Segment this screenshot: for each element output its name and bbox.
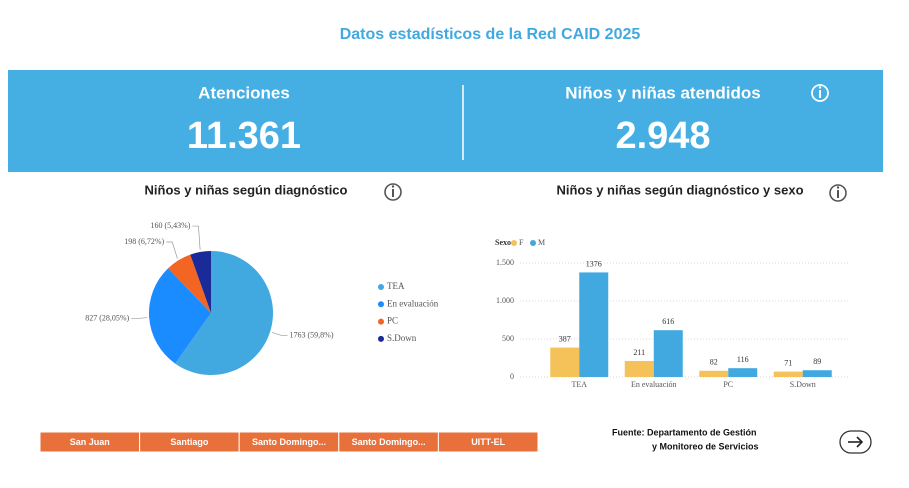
- page-title: Datos estadísticos de la Red CAID 2025: [340, 26, 641, 43]
- bar: [699, 370, 729, 377]
- y-tick-label: 500: [502, 334, 514, 343]
- data-label: 211: [633, 348, 645, 357]
- kpi-label: Atenciones: [198, 83, 290, 102]
- pie-slice: [149, 268, 211, 364]
- footer-text: y Monitoreo de Servicios: [652, 441, 759, 451]
- data-label: 89: [813, 357, 821, 366]
- bar: [728, 368, 758, 377]
- legend-swatch: [530, 240, 536, 246]
- kpi-label: Niños y niñas atendidos: [565, 83, 761, 102]
- legend-title: Sexo: [495, 238, 511, 247]
- leader-line: [166, 241, 178, 259]
- x-tick-label: PC: [723, 380, 733, 389]
- data-label: 160 (5,43%): [150, 221, 190, 230]
- pie-slice: [168, 254, 211, 313]
- leader-line: [271, 332, 288, 336]
- legend-label: PC: [387, 316, 398, 326]
- bar: [624, 360, 654, 377]
- y-tick-label: 1.000: [496, 296, 514, 305]
- kpi-value: 2.948: [615, 115, 710, 157]
- filter-button-label[interactable]: UITT-EL: [471, 437, 505, 447]
- data-label: 1763 (59,8%): [290, 330, 334, 339]
- info-icon[interactable]: [829, 184, 847, 202]
- bar: [579, 272, 609, 377]
- legend-label: S.Down: [387, 333, 417, 343]
- pie-slice: [190, 251, 211, 313]
- legend-swatch: [378, 301, 384, 308]
- filter-button-label[interactable]: Santiago: [170, 437, 209, 447]
- legend-label: F: [519, 238, 524, 247]
- legend-label: TEA: [387, 281, 405, 291]
- kpi-band: [8, 70, 883, 172]
- chart-title: Niños y niñas según diagnóstico: [145, 182, 348, 197]
- data-label: 116: [737, 355, 749, 364]
- bar: [653, 330, 683, 377]
- pie-slice: [175, 251, 273, 375]
- footer-text: Fuente: Departamento de Gestión: [612, 427, 757, 437]
- data-label: 82: [710, 358, 718, 367]
- filter-button-label[interactable]: San Juan: [70, 437, 110, 447]
- x-tick-label: S.Down: [790, 380, 816, 389]
- y-tick-label: 0: [510, 372, 514, 381]
- legend-swatch: [511, 240, 517, 246]
- bar: [773, 371, 803, 377]
- data-label: 71: [784, 358, 792, 367]
- legend-swatch: [378, 335, 384, 342]
- leader-line: [192, 225, 201, 250]
- bar: [802, 370, 832, 377]
- kpi-value: 11.361: [187, 115, 301, 157]
- data-label: 616: [662, 317, 674, 326]
- info-icon[interactable]: [811, 84, 829, 102]
- data-label: 1376: [586, 259, 602, 268]
- data-label: 827 (28,05%): [85, 313, 129, 322]
- next-button[interactable]: [839, 430, 872, 454]
- legend-label: En evaluación: [387, 298, 439, 308]
- data-label: 387: [559, 334, 571, 343]
- chart-title: Niños y niñas según diagnóstico y sexo: [556, 182, 803, 197]
- legend-label: M: [538, 238, 545, 247]
- filter-button[interactable]: [437, 431, 539, 453]
- leader-line: [131, 317, 148, 319]
- filter-button-label[interactable]: Santo Domingo...: [352, 437, 426, 447]
- data-label: 198 (6,72%): [124, 237, 164, 246]
- x-tick-label: TEA: [571, 380, 587, 389]
- legend-swatch: [378, 318, 384, 325]
- filter-button-label[interactable]: Santo Domingo...: [252, 437, 326, 447]
- y-tick-label: 1.500: [496, 258, 514, 267]
- x-tick-label: En evaluación: [631, 380, 677, 389]
- info-icon[interactable]: [384, 183, 402, 201]
- bar: [550, 347, 580, 377]
- legend-swatch: [378, 284, 384, 290]
